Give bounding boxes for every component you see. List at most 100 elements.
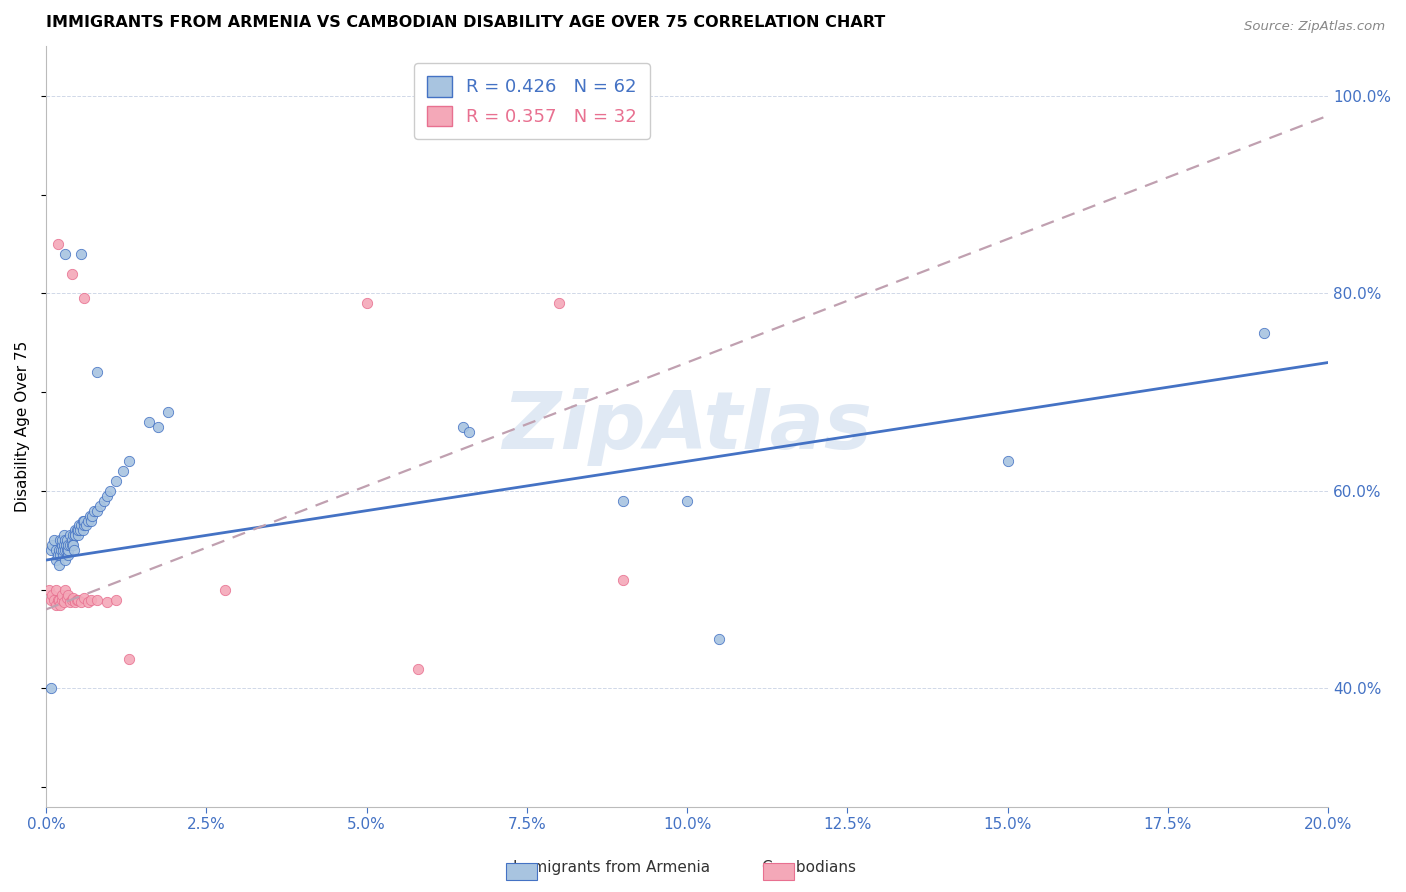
Point	[105, 592, 128, 607]
Point	[72, 514, 94, 528]
Point	[53, 247, 76, 261]
Point	[79, 508, 101, 523]
Point	[111, 464, 134, 478]
Point	[58, 548, 80, 562]
Point	[63, 524, 86, 538]
Point	[63, 528, 86, 542]
Point	[69, 524, 91, 538]
Text: IMMIGRANTS FROM ARMENIA VS CAMBODIAN DISABILITY AGE OVER 75 CORRELATION CHART: IMMIGRANTS FROM ARMENIA VS CAMBODIAN DIS…	[46, 15, 886, 30]
Point	[73, 514, 96, 528]
Y-axis label: Disability Age Over 75: Disability Age Over 75	[15, 341, 30, 512]
Point	[39, 681, 62, 696]
Point	[41, 588, 63, 602]
Point	[118, 454, 141, 468]
Point	[73, 591, 96, 605]
Point	[66, 592, 89, 607]
Point	[76, 514, 98, 528]
Point	[83, 503, 105, 517]
Point	[89, 499, 111, 513]
Point	[146, 419, 169, 434]
Point	[67, 518, 90, 533]
Point	[60, 533, 83, 548]
Point	[49, 533, 72, 548]
Point	[53, 533, 76, 548]
Point	[62, 528, 84, 542]
Point	[49, 598, 72, 612]
Point	[76, 594, 98, 608]
Point	[80, 592, 103, 607]
Point	[138, 415, 160, 429]
Point	[214, 582, 236, 597]
Point	[56, 533, 79, 548]
Point	[70, 518, 93, 533]
Point	[39, 543, 62, 558]
Point	[42, 533, 65, 548]
Point	[62, 591, 84, 605]
Point	[82, 508, 104, 523]
Point	[62, 538, 84, 552]
Point	[86, 503, 108, 517]
Point	[39, 592, 62, 607]
Point	[356, 296, 378, 310]
Point	[42, 592, 65, 607]
Point	[53, 553, 76, 567]
Point	[60, 267, 83, 281]
Point	[612, 493, 634, 508]
Point	[80, 514, 103, 528]
Point	[53, 582, 76, 597]
Point	[48, 543, 70, 558]
Point	[52, 594, 75, 608]
Point	[56, 543, 79, 558]
Point	[75, 518, 97, 533]
Point	[46, 592, 69, 607]
Point	[676, 493, 699, 508]
Point	[52, 548, 75, 562]
Point	[45, 582, 67, 597]
Point	[49, 548, 72, 562]
Point	[48, 592, 70, 607]
Point	[66, 528, 89, 542]
Point	[86, 592, 108, 607]
Point	[60, 538, 83, 552]
Point	[52, 543, 75, 558]
Point	[612, 573, 634, 587]
Text: Immigrants from Armenia: Immigrants from Armenia	[513, 861, 710, 875]
Point	[56, 591, 79, 605]
Point	[45, 543, 67, 558]
Point	[38, 582, 60, 597]
Point	[58, 543, 80, 558]
Point	[458, 425, 481, 439]
Point	[51, 543, 73, 558]
Point	[62, 543, 84, 558]
Point	[105, 474, 128, 488]
Point	[86, 365, 108, 379]
Point	[70, 594, 93, 608]
Point	[547, 296, 569, 310]
Point	[51, 592, 73, 607]
Point	[48, 558, 70, 572]
Point	[63, 594, 86, 608]
Point	[997, 454, 1019, 468]
Point	[59, 538, 82, 552]
Point	[72, 524, 94, 538]
Legend: R = 0.426   N = 62, R = 0.357   N = 32: R = 0.426 N = 62, R = 0.357 N = 32	[413, 63, 650, 139]
Point	[46, 548, 69, 562]
Point	[41, 538, 63, 552]
Point	[55, 538, 77, 552]
Point	[451, 419, 474, 434]
Point	[118, 652, 141, 666]
Point	[66, 592, 89, 607]
Point	[51, 588, 73, 602]
Point	[70, 247, 93, 261]
Point	[52, 528, 75, 542]
Point	[66, 524, 89, 538]
Point	[52, 538, 75, 552]
Point	[58, 588, 80, 602]
Point	[1253, 326, 1275, 340]
Point	[73, 518, 96, 533]
Point	[707, 632, 730, 646]
Point	[96, 594, 118, 608]
Point	[406, 662, 429, 676]
Point	[45, 553, 67, 567]
Point	[98, 483, 121, 498]
